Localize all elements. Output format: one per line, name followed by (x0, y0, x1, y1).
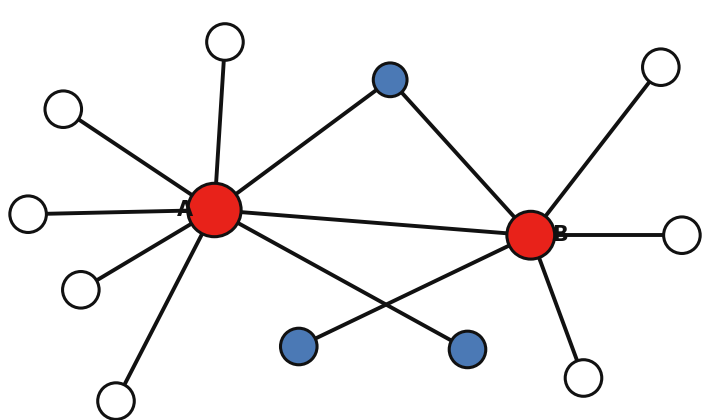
Ellipse shape (188, 183, 241, 237)
Ellipse shape (373, 63, 407, 97)
Ellipse shape (664, 217, 700, 254)
Ellipse shape (507, 211, 555, 259)
Ellipse shape (449, 331, 486, 368)
Ellipse shape (63, 271, 99, 308)
Ellipse shape (45, 91, 82, 128)
Ellipse shape (565, 360, 602, 396)
Text: B: B (553, 225, 568, 245)
Ellipse shape (207, 24, 243, 60)
Ellipse shape (643, 49, 679, 86)
Ellipse shape (10, 196, 46, 233)
Ellipse shape (280, 328, 317, 365)
Ellipse shape (98, 383, 134, 420)
Text: A: A (177, 200, 193, 220)
